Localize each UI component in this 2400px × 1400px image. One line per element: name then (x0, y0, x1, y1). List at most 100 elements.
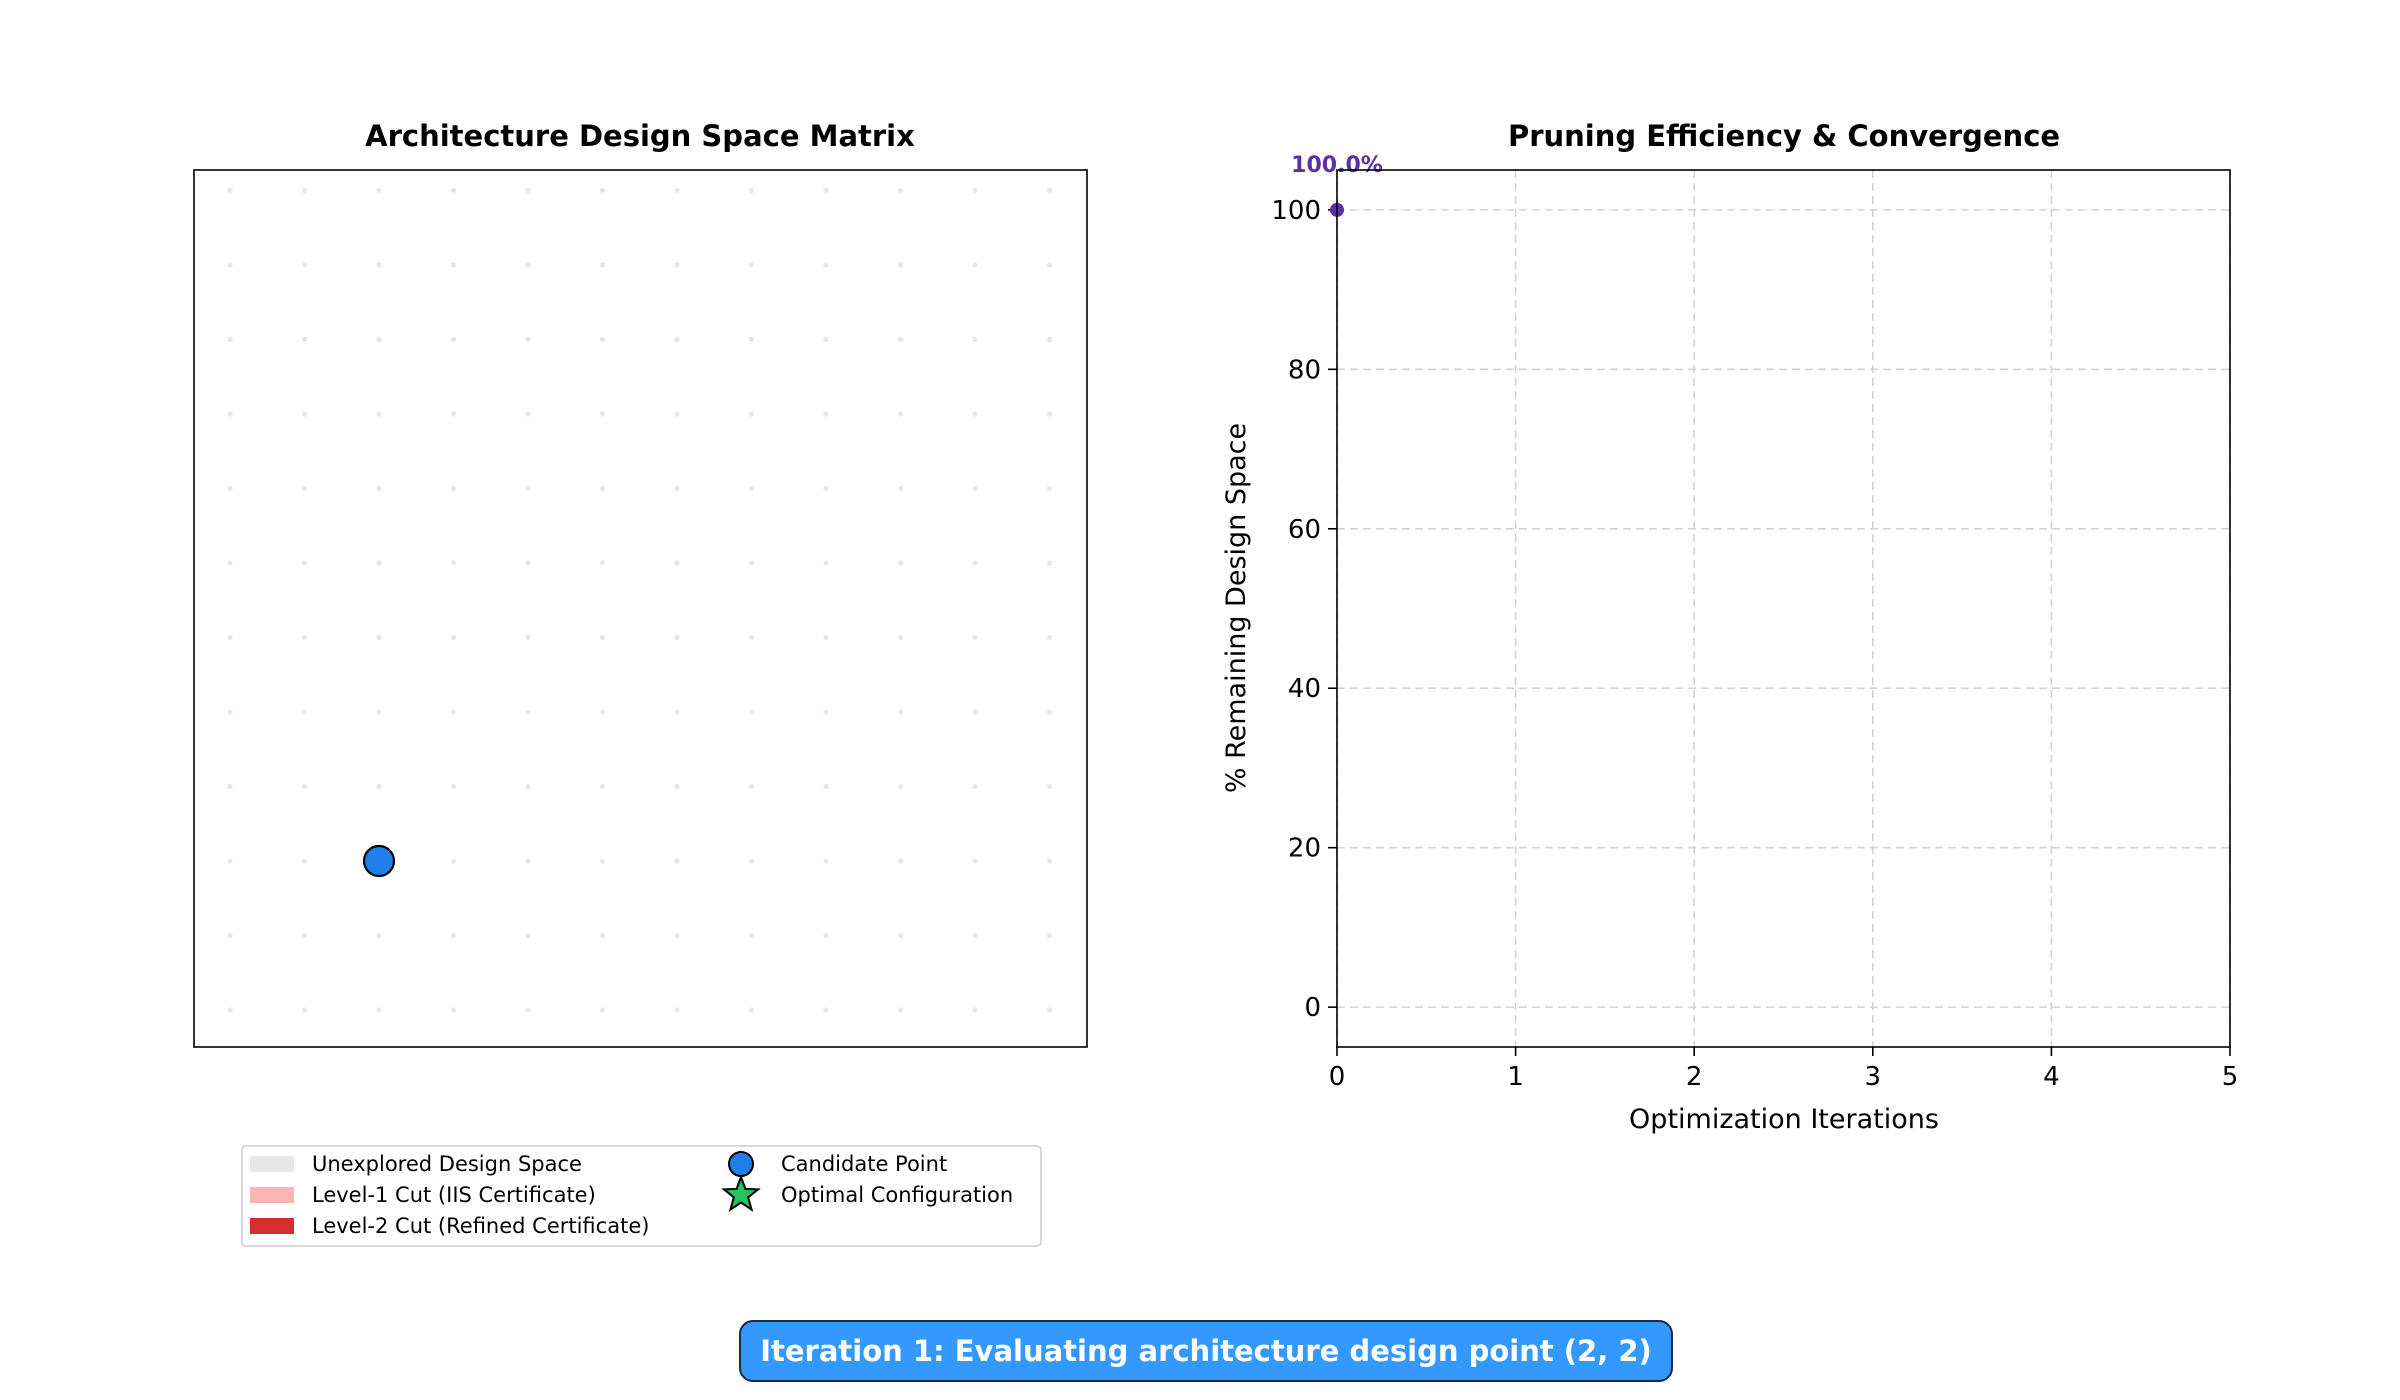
grid-cell (525, 187, 531, 194)
grid-cell (1046, 187, 1053, 194)
grid-cell (301, 336, 308, 343)
convergence-ticks: 0 1 2 3 4 5 0 20 40 60 80 100 (1271, 196, 2238, 1092)
grid-cell (674, 1007, 680, 1013)
x-tick-label: 2 (1686, 1062, 1703, 1092)
candidate-point (362, 844, 396, 878)
convergence-gridlines (1336, 170, 2231, 1047)
grid-cell (376, 783, 382, 790)
grid-cell (674, 932, 680, 939)
grid-cell (450, 485, 457, 492)
grid-cell (823, 411, 829, 417)
grid-cell (1046, 560, 1053, 566)
grid-cell (450, 411, 457, 417)
grid-cell (748, 262, 755, 268)
grid-cell (972, 932, 978, 939)
grid-cell (227, 1007, 233, 1013)
grid-cell (823, 262, 829, 268)
grid-cell (599, 411, 606, 417)
grid-cell (599, 858, 606, 864)
grid-cell (450, 1007, 457, 1013)
grid-cell (1046, 1007, 1053, 1013)
legend-label: Level-2 Cut (Refined Certificate) (312, 1214, 649, 1238)
grid-cell (525, 1007, 531, 1013)
grid-cell (1046, 858, 1053, 864)
grid-cell (599, 262, 606, 268)
x-tick-label: 0 (1329, 1062, 1346, 1092)
grid-cell (376, 1007, 382, 1013)
y-tick-label: 0 (1304, 993, 1321, 1023)
y-tick-label: 100 (1271, 196, 1321, 226)
legend-swatch (250, 1156, 294, 1172)
grid-cell (450, 187, 457, 194)
grid-cell (823, 187, 829, 194)
y-tick-label: 40 (1288, 674, 1321, 704)
legend-swatch (250, 1218, 294, 1234)
grid-cell (674, 262, 680, 268)
grid-cell (301, 485, 308, 492)
design-space-frame (193, 169, 1088, 1048)
grid-cell (599, 932, 606, 939)
grid-cell (972, 709, 978, 715)
grid-cell (823, 709, 829, 715)
y-tick-label: 60 (1288, 515, 1321, 545)
grid-cell (897, 783, 904, 790)
grid-cell (301, 783, 308, 790)
grid-cell (450, 560, 457, 566)
legend-items: Unexplored Design Space Level-1 Cut (IIS … (250, 1151, 1013, 1238)
legend-label: Unexplored Design Space (312, 1152, 582, 1176)
grid-cell (376, 932, 382, 939)
status-banner: Iteration 1: Evaluating architecture des… (739, 1320, 1673, 1382)
grid-cell (972, 560, 978, 566)
design-space-grid (227, 187, 1053, 1013)
grid-cell (897, 411, 904, 417)
grid-cell (972, 858, 978, 864)
grid-cell (897, 262, 904, 268)
legend-label: Level-1 Cut (IIS Certificate) (312, 1183, 596, 1207)
grid-cell (674, 336, 680, 343)
grid-cell (376, 336, 382, 343)
grid-cell (748, 709, 755, 715)
grid-cell (450, 262, 457, 268)
grid-cell (674, 485, 680, 492)
grid-cell (525, 262, 531, 268)
grid-cell (599, 783, 606, 790)
grid-cell (823, 858, 829, 864)
grid-cell (897, 485, 904, 492)
x-tick-label: 1 (1507, 1062, 1524, 1092)
grid-cell (897, 709, 904, 715)
grid-cell (301, 262, 308, 268)
grid-cell (674, 709, 680, 715)
grid-cell (674, 187, 680, 194)
grid-cell (450, 336, 457, 343)
grid-cell (301, 634, 308, 641)
x-tick-label: 3 (1865, 1062, 1882, 1092)
legend-swatch (721, 1174, 761, 1212)
grid-cell (674, 858, 680, 864)
grid-cell (748, 187, 755, 194)
grid-cell (897, 336, 904, 343)
grid-cell (1046, 783, 1053, 790)
grid-cell (674, 783, 680, 790)
grid-cell (376, 262, 382, 268)
grid-cell (525, 336, 531, 343)
grid-cell (227, 411, 233, 417)
grid-cell (748, 560, 755, 566)
grid-cell (748, 411, 755, 417)
x-tick-label: 5 (2222, 1062, 2239, 1092)
y-tick-label: 80 (1288, 355, 1321, 385)
grid-cell (972, 262, 978, 268)
grid-cell (972, 336, 978, 343)
grid-cell (376, 411, 382, 417)
grid-cell (972, 1007, 978, 1013)
grid-cell (376, 709, 382, 715)
design-space-panel: Architecture Design Space Matrix (193, 119, 1088, 1048)
grid-cell (599, 709, 606, 715)
grid-cell (525, 858, 531, 864)
grid-cell (376, 560, 382, 566)
grid-cell (525, 783, 531, 790)
grid-cell (823, 932, 829, 939)
grid-cell (748, 783, 755, 790)
grid-cell (227, 932, 233, 939)
grid-cell (599, 560, 606, 566)
grid-cell (823, 485, 829, 492)
